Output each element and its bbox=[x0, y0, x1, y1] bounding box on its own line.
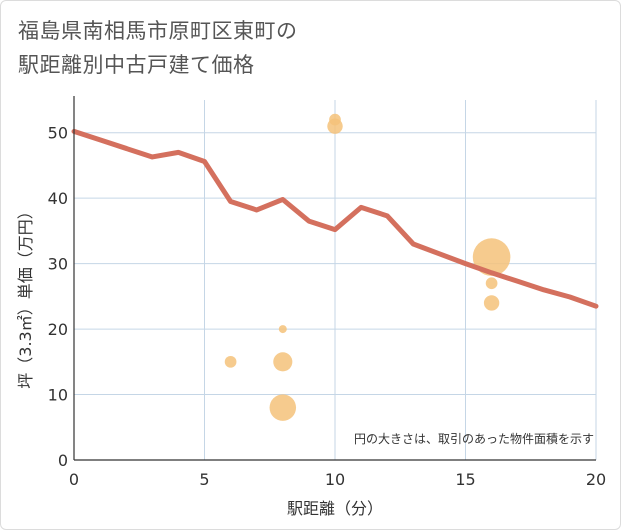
trend-line bbox=[71, 128, 599, 309]
y-tick-20: 20 bbox=[48, 320, 68, 339]
y-tick-50: 50 bbox=[48, 124, 68, 143]
size-note: 円の大きさは、取引のあった物件面積を示す bbox=[354, 431, 594, 446]
y-tick-0: 0 bbox=[58, 451, 68, 470]
title-line-2: 駅距離別中古戸建て価格 bbox=[18, 53, 255, 77]
scatter-point-8 bbox=[483, 295, 500, 311]
scatter-point-0 bbox=[224, 355, 237, 368]
x-tick-15: 15 bbox=[455, 470, 475, 489]
grid-lines bbox=[74, 100, 597, 460]
scatter-point-7 bbox=[485, 277, 498, 290]
x-tick-5: 5 bbox=[199, 470, 209, 489]
scatter-point-5 bbox=[327, 118, 343, 134]
chart-title: 福島県南相馬市原町区東町の 駅距離別中古戸建て価格 bbox=[18, 14, 298, 82]
axes bbox=[73, 96, 596, 461]
scatter-point-6 bbox=[472, 238, 511, 276]
y-tick-10: 10 bbox=[48, 386, 68, 405]
scatter-points bbox=[224, 113, 511, 421]
scatter-point-3 bbox=[269, 394, 297, 421]
scatter-point-2 bbox=[273, 352, 293, 372]
y-tick-30: 30 bbox=[48, 255, 68, 274]
x-tick-10: 10 bbox=[325, 470, 345, 489]
scatter-point-1 bbox=[278, 325, 287, 334]
title-line-1: 福島県南相馬市原町区東町の bbox=[18, 19, 298, 43]
x-tick-20: 20 bbox=[586, 470, 606, 489]
x-tick-0: 0 bbox=[69, 470, 79, 489]
y-axis-label: 坪（3.3㎡）単価（万円） bbox=[16, 203, 35, 388]
tick-labels: 0 5 10 15 20 0 10 20 30 40 50 bbox=[48, 124, 607, 489]
x-axis-label: 駅距離（分） bbox=[287, 499, 383, 518]
y-tick-40: 40 bbox=[48, 189, 68, 208]
